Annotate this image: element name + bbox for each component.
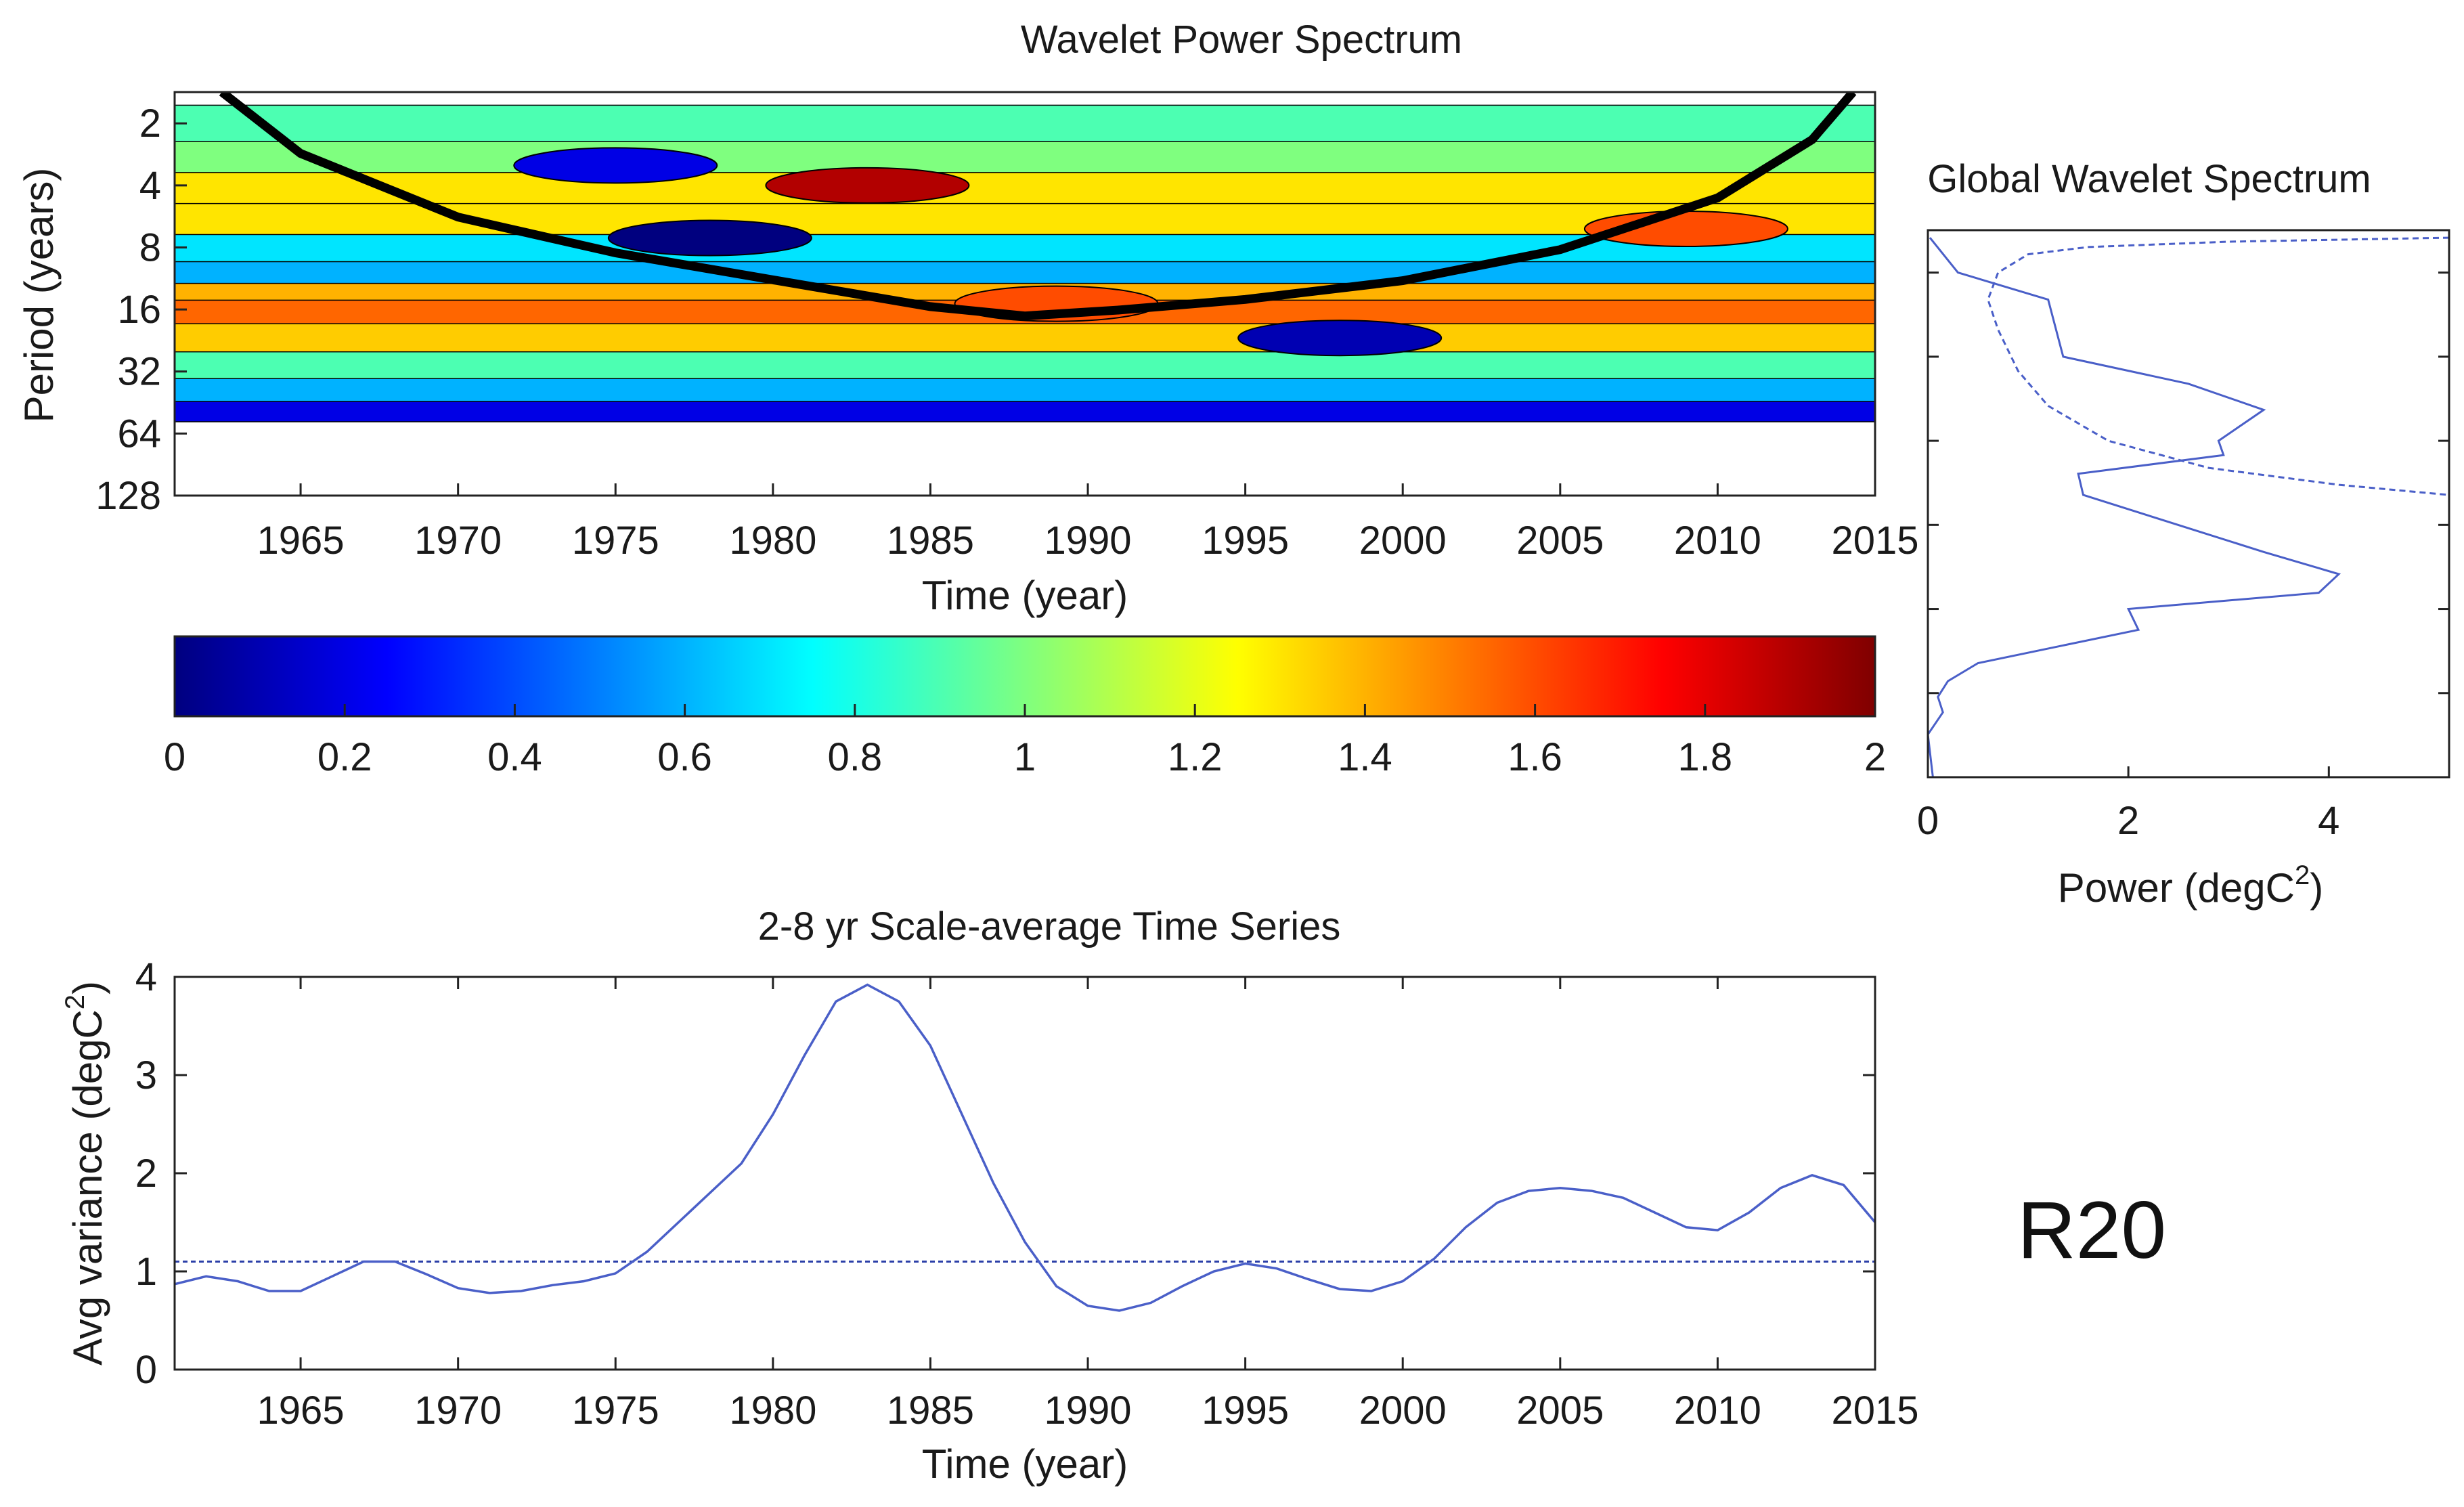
wavelet-x-tick-label: 1990 <box>1044 519 1132 563</box>
wavelet-x-tick-label: 2000 <box>1359 519 1447 563</box>
wavelet-y-tick-label: 16 <box>117 288 161 332</box>
scale-y-tick-label: 3 <box>135 1053 157 1097</box>
wavelet-y-tick-label: 8 <box>139 225 161 269</box>
wavelet-x-tick-label: 2015 <box>1831 519 1918 563</box>
scale-x-tick-label: 1965 <box>257 1389 345 1433</box>
scale-panel: 2-8 yr Scale-average Time Series 0 1 2 3 4 1… <box>60 904 1919 1487</box>
wavelet-contour-fill <box>175 104 1875 422</box>
scale-title: 2-8 yr Scale-average Time Series <box>758 904 1341 948</box>
wavelet-x-label: Time (year) <box>922 573 1128 618</box>
global-y-axis <box>1928 271 2449 779</box>
scale-frame <box>173 976 1876 1371</box>
scale-x-tick-label: 1975 <box>572 1389 659 1433</box>
scale-y-label: Avg variance (degC2) <box>60 981 110 1366</box>
power-band <box>175 351 1875 380</box>
power-band <box>175 141 1875 174</box>
scale-x-label: Time (year) <box>922 1441 1128 1487</box>
colorbar-tick-label: 0.8 <box>827 735 882 779</box>
scale-y-axis: 0 1 2 3 4 <box>135 955 1875 1392</box>
power-band <box>175 378 1875 403</box>
wavelet-x-tick-label: 1975 <box>572 519 659 563</box>
wavelet-x-tick-label: 2010 <box>1674 519 1761 563</box>
colorbar-tick-label: 1 <box>1014 735 1036 779</box>
power-feature <box>513 147 718 184</box>
colorbar-tick-label: 0 <box>164 735 185 779</box>
scale-x-tick-label: 2000 <box>1359 1389 1447 1433</box>
scale-average-line <box>175 983 1875 1312</box>
scale-y-label-text: Avg variance (degC <box>65 1009 110 1366</box>
scale-x-axis: 1965 1970 1975 1980 1985 1990 1995 2000 2005 2010… <box>257 977 1919 1433</box>
wavelet-x-axis: 1965 1970 1975 1980 1985 1990 1995 2000 2005 2010… <box>257 483 1919 563</box>
wavelet-x-tick-label: 2005 <box>1516 519 1604 563</box>
scale-y-label-end: ) <box>65 981 110 995</box>
power-band <box>175 401 1875 422</box>
power-band <box>175 323 1875 353</box>
wavelet-x-tick-label: 1970 <box>414 519 502 563</box>
power-feature <box>1237 320 1443 357</box>
wavelet-y-label: Period (years) <box>16 168 62 423</box>
global-spectrum-lines <box>1928 236 2449 777</box>
global-x-label: Power (degC2) <box>2058 860 2323 911</box>
wavelet-y-tick-label: 64 <box>117 412 161 456</box>
scale-y-tick-label: 4 <box>135 955 157 999</box>
wavelet-y-tick-label: 2 <box>139 102 161 146</box>
power-band <box>175 261 1875 284</box>
scale-x-tick-label: 1990 <box>1044 1389 1132 1433</box>
wavelet-x-tick-label: 1965 <box>257 519 345 563</box>
power-band <box>175 172 1875 204</box>
wavelet-x-tick-label: 1985 <box>887 519 974 563</box>
colorbar-tick-label: 0.6 <box>657 735 712 779</box>
colorbar-tick-label: 1.8 <box>1677 735 1732 779</box>
global-x-label-text: Power (degC <box>2058 865 2295 911</box>
scale-x-tick-label: 1985 <box>887 1389 974 1433</box>
wavelet-x-tick-label: 1995 <box>1202 519 1289 563</box>
global-x-label-sup: 2 <box>2295 860 2310 890</box>
colorbar-ticks: 0 0.2 0.4 0.6 0.8 1 1.2 1.4 1.6 1.8 2 <box>164 704 1886 779</box>
scale-y-tick-label: 2 <box>135 1152 157 1196</box>
scale-x-tick-label: 1980 <box>729 1389 816 1433</box>
power-band <box>175 104 1875 143</box>
global-x-tick-label: 0 <box>1917 799 1939 843</box>
global-x-tick-label: 2 <box>2117 799 2139 843</box>
wavelet-panel: Wavelet Power Spectrum 1965 1970 1975 1980 1… <box>16 18 1919 618</box>
colorbar-strip <box>173 635 1876 718</box>
colorbar-tick-label: 1.4 <box>1338 735 1392 779</box>
colorbar-tick-label: 0.2 <box>317 735 372 779</box>
wavelet-y-tick-label: 128 <box>95 474 161 518</box>
global-x-tick-label: 4 <box>2318 799 2339 843</box>
power-feature <box>607 219 812 257</box>
colorbar-tick-label: 2 <box>1864 735 1886 779</box>
scale-x-tick-label: 2010 <box>1674 1389 1761 1433</box>
wavelet-y-tick-label: 4 <box>139 164 161 208</box>
global-frame <box>1927 229 2450 779</box>
colorbar-tick-label: 0.4 <box>487 735 542 779</box>
global-x-label-end: ) <box>2310 865 2323 911</box>
power-feature <box>765 167 970 204</box>
scale-x-tick-label: 2005 <box>1516 1389 1604 1433</box>
global-title: Global Wavelet Spectrum <box>1927 157 2371 201</box>
scale-y-tick-label: 1 <box>135 1250 157 1294</box>
global-power-line <box>1928 237 2341 777</box>
scale-x-tick-label: 1970 <box>414 1389 502 1433</box>
panel-label: R20 <box>2017 1185 2166 1275</box>
wavelet-title: Wavelet Power Spectrum <box>1021 18 1462 62</box>
wavelet-y-tick-label: 32 <box>117 350 161 394</box>
global-significance-line <box>1987 236 2449 496</box>
scale-y-label-sup: 2 <box>60 995 90 1009</box>
colorbar: 0 0.2 0.4 0.6 0.8 1 1.2 1.4 1.6 1.8 2 <box>164 635 1886 779</box>
scale-x-tick-label: 1995 <box>1202 1389 1289 1433</box>
wavelet-y-axis: 2 4 8 16 32 64 128 <box>95 102 187 518</box>
colorbar-tick-label: 1.2 <box>1168 735 1223 779</box>
scale-y-tick-label: 0 <box>135 1348 157 1392</box>
wavelet-frame <box>173 91 1876 497</box>
scale-x-tick-label: 2015 <box>1831 1389 1918 1433</box>
colorbar-tick-label: 1.6 <box>1508 735 1562 779</box>
global-x-axis: 0 2 4 <box>1917 766 2339 843</box>
cone-of-influence-curve <box>219 92 1857 321</box>
wavelet-x-tick-label: 1980 <box>729 519 816 563</box>
